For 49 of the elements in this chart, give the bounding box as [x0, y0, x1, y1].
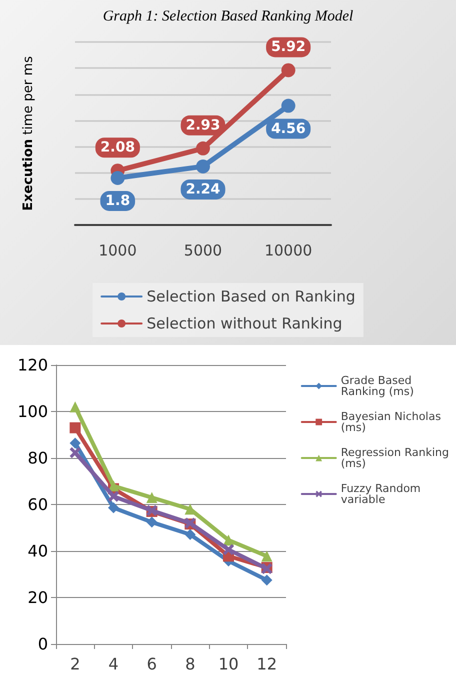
y-tick-label: 100 [17, 402, 48, 421]
point [70, 447, 81, 458]
point [146, 492, 158, 504]
legend-label: Selection Based on Ranking [146, 288, 356, 306]
point [146, 516, 158, 528]
chart-title: Graph 1: Selection Based Ranking Model [102, 8, 354, 24]
point [261, 574, 272, 586]
point [281, 63, 296, 78]
legend-label: Selection without Ranking [146, 314, 342, 332]
x-tick-label: 1000 [98, 242, 137, 260]
data-label: 2.08 [100, 140, 135, 156]
point [223, 534, 234, 546]
y-axis-title: Execution time per ms [21, 56, 36, 211]
x-tick-label: 4 [108, 654, 119, 674]
x-tick-label: 8 [185, 654, 196, 674]
x-tick-label: 10000 [264, 242, 312, 260]
y-tick-label: 0 [38, 634, 48, 654]
x-tick-label: 2 [70, 654, 80, 674]
data-label: 1.8 [105, 192, 130, 209]
x-tick-label: 6 [146, 654, 157, 674]
point [108, 502, 119, 514]
point [196, 141, 210, 156]
data-label: 2.24 [186, 181, 221, 198]
legend-label: Fuzzy Random variable [340, 482, 421, 506]
point [70, 438, 81, 449]
legend-label: Regression Ranking (ms) [340, 446, 450, 470]
x-tick-label: 12 [256, 654, 278, 674]
point [196, 159, 210, 174]
point [110, 170, 125, 185]
data-label: 5.92 [271, 39, 306, 56]
y-tick-label: 120 [17, 356, 48, 374]
point [108, 490, 119, 502]
y-tick-label: 20 [28, 588, 48, 607]
point [223, 544, 234, 556]
legend-label: Bayesian Nicholas (ms) [340, 410, 442, 434]
legend-label: Grade Based Ranking (ms) [340, 374, 414, 398]
y-tick-label: 80 [28, 448, 48, 468]
point [70, 422, 81, 434]
y-tick-label: 60 [28, 495, 48, 514]
point [184, 528, 196, 540]
data-label: 2.93 [186, 117, 220, 134]
data-label: 4.56 [271, 120, 306, 137]
y-tick-label: 40 [28, 542, 48, 560]
point [281, 98, 296, 113]
x-tick-label: 10 [218, 654, 239, 674]
point [108, 480, 119, 492]
point [70, 401, 81, 412]
point [261, 550, 272, 562]
x-tick-label: 5000 [184, 242, 222, 260]
